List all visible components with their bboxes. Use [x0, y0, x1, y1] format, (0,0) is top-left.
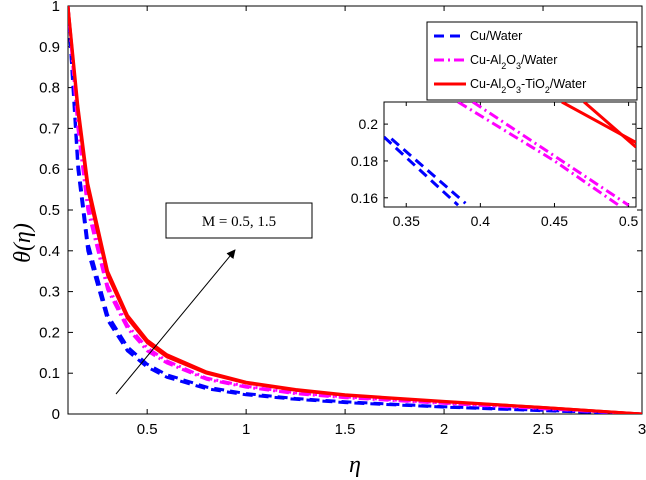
y-tick-label: 0: [52, 406, 60, 423]
y-tick-label: 0.5: [39, 202, 60, 219]
inset-series-line-cu-al2o3-water-m-1-5: [472, 102, 630, 207]
inset-x-tick-label: 0.4: [471, 213, 491, 229]
legend: Cu/WaterCu-Al2O3/WaterCu-Al2O3-TiO2/Wate…: [426, 21, 638, 101]
annotation-text: M = 0.5, 1.5: [202, 214, 276, 230]
series-line-cu-water-m-1-5: [68, 6, 642, 414]
x-tick-label: 1.5: [335, 421, 356, 438]
legend-label-cu-al2o3-water: Cu-Al2O3/Water: [470, 53, 557, 71]
legend-subscript: 3: [516, 85, 521, 95]
legend-subscript: 2: [545, 85, 550, 95]
main-series: [68, 6, 642, 414]
inset-y-tick-label: 0.2: [359, 116, 379, 132]
inset-series-line-cu-water-m-1-5: [390, 137, 467, 205]
x-tick-label: 0.5: [137, 421, 158, 438]
inset-chart: 0.35 0.4 0.45 0.5 0.16 0.18 0.2: [351, 101, 639, 229]
y-tick-label: 0.9: [39, 39, 60, 56]
inset-y-tick-label: 0.18: [351, 153, 378, 169]
legend-subscript: 2: [501, 85, 506, 95]
legend-text-part: Cu-Al: [470, 77, 501, 91]
inset-x-tick-label: 0.45: [541, 213, 568, 229]
x-axis-label: η: [349, 452, 361, 478]
y-tick-label: 0.7: [39, 120, 60, 137]
series-line-cu-al2o3-tio2-water-m-1-5: [68, 6, 642, 414]
annotation-box: [165, 202, 313, 239]
inset-ticks: 0.35 0.4 0.45 0.5 0.16 0.18 0.2: [351, 102, 639, 229]
inset-x-tick-label: 0.35: [393, 213, 420, 229]
y-tick-label: 0.3: [39, 284, 60, 301]
legend-text-part: Cu-Al: [470, 53, 501, 67]
inset-series-line-cu-water: [384, 135, 460, 207]
y-axis-label: θ(η): [10, 223, 36, 263]
legend-subscript: 3: [516, 61, 521, 71]
legend-label-cu-al2o3-tio2-water: Cu-Al2O3-TiO2/Water: [470, 77, 586, 95]
legend-text-part: O: [506, 53, 516, 67]
main-ticks: 0.5 1 1.5 2 2.5 3 0 0.1 0.2 0.3 0.4 0.5 0.6 0.7 0.8 0.9…: [39, 0, 646, 438]
x-tick-label: 1: [242, 421, 250, 438]
legend-subscript: 2: [501, 61, 506, 71]
y-tick-label: 0.2: [39, 324, 60, 341]
inset-series-line-cu-al2o3-tio2-water-m-1-5: [583, 102, 636, 149]
x-tick-label: 2: [440, 421, 448, 438]
inset-series-line-cu-al2o3-water: [457, 102, 623, 207]
legend-text-part: O: [506, 77, 516, 91]
legend-text-part: -TiO: [521, 77, 545, 91]
inset-series: [384, 102, 636, 207]
x-tick-label: 3: [638, 421, 646, 438]
legend-label-cu-water: Cu/Water: [470, 29, 522, 43]
legend-text-part: /Water: [550, 77, 586, 91]
y-tick-label: 0.4: [39, 243, 60, 260]
inset-x-tick-label: 0.5: [619, 213, 639, 229]
y-tick-label: 0.8: [39, 80, 60, 97]
y-tick-label: 0.6: [39, 161, 60, 178]
inset-y-tick-label: 0.16: [351, 190, 378, 206]
legend-text-part: /Water: [521, 53, 557, 67]
legend-text-part: Cu/Water: [470, 29, 522, 43]
x-tick-label: 2.5: [533, 421, 554, 438]
annotation-arrow: [115, 249, 236, 395]
y-tick-label: 0.1: [39, 365, 60, 382]
y-tick-label: 1: [52, 0, 60, 15]
